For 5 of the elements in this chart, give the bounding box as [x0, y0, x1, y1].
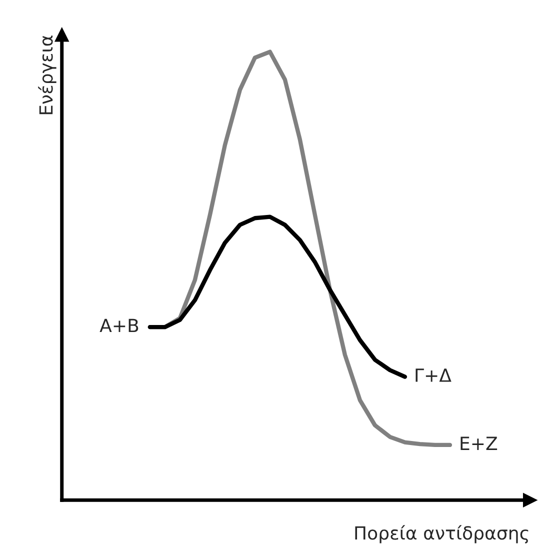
series-label: E+Z	[460, 436, 498, 450]
series-label: Γ+Δ	[416, 368, 452, 382]
y-axis-title: Ενέργεια	[38, 36, 56, 114]
text: A+B	[100, 318, 138, 332]
x-axis-title: Πορεία αντίδρασης	[355, 525, 528, 544]
